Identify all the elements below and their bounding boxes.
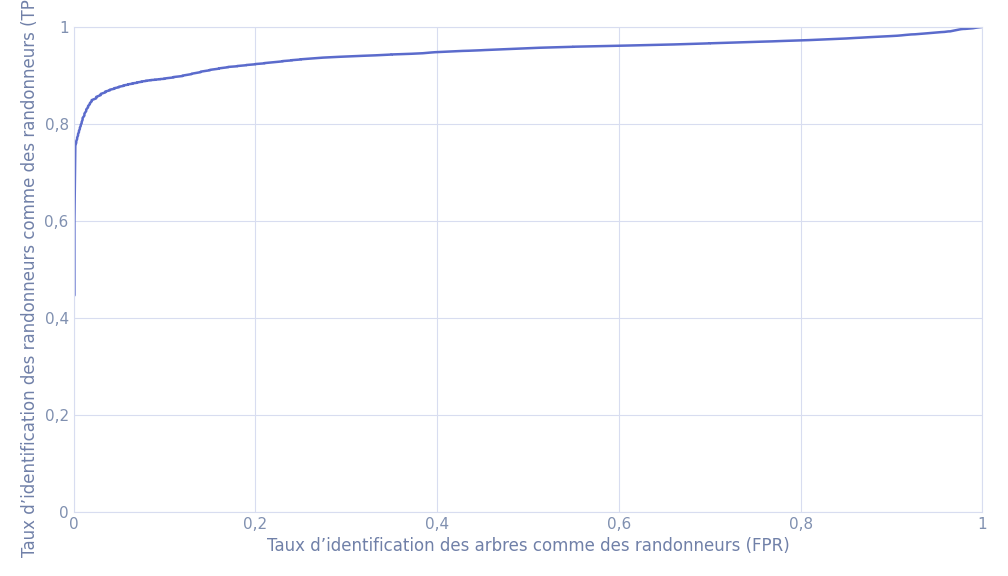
X-axis label: Taux d’identification des arbres comme des randonneurs (FPR): Taux d’identification des arbres comme d… xyxy=(266,537,789,555)
Y-axis label: Taux d’identification des randonneurs comme des randonneurs (TPR): Taux d’identification des randonneurs co… xyxy=(21,0,39,558)
